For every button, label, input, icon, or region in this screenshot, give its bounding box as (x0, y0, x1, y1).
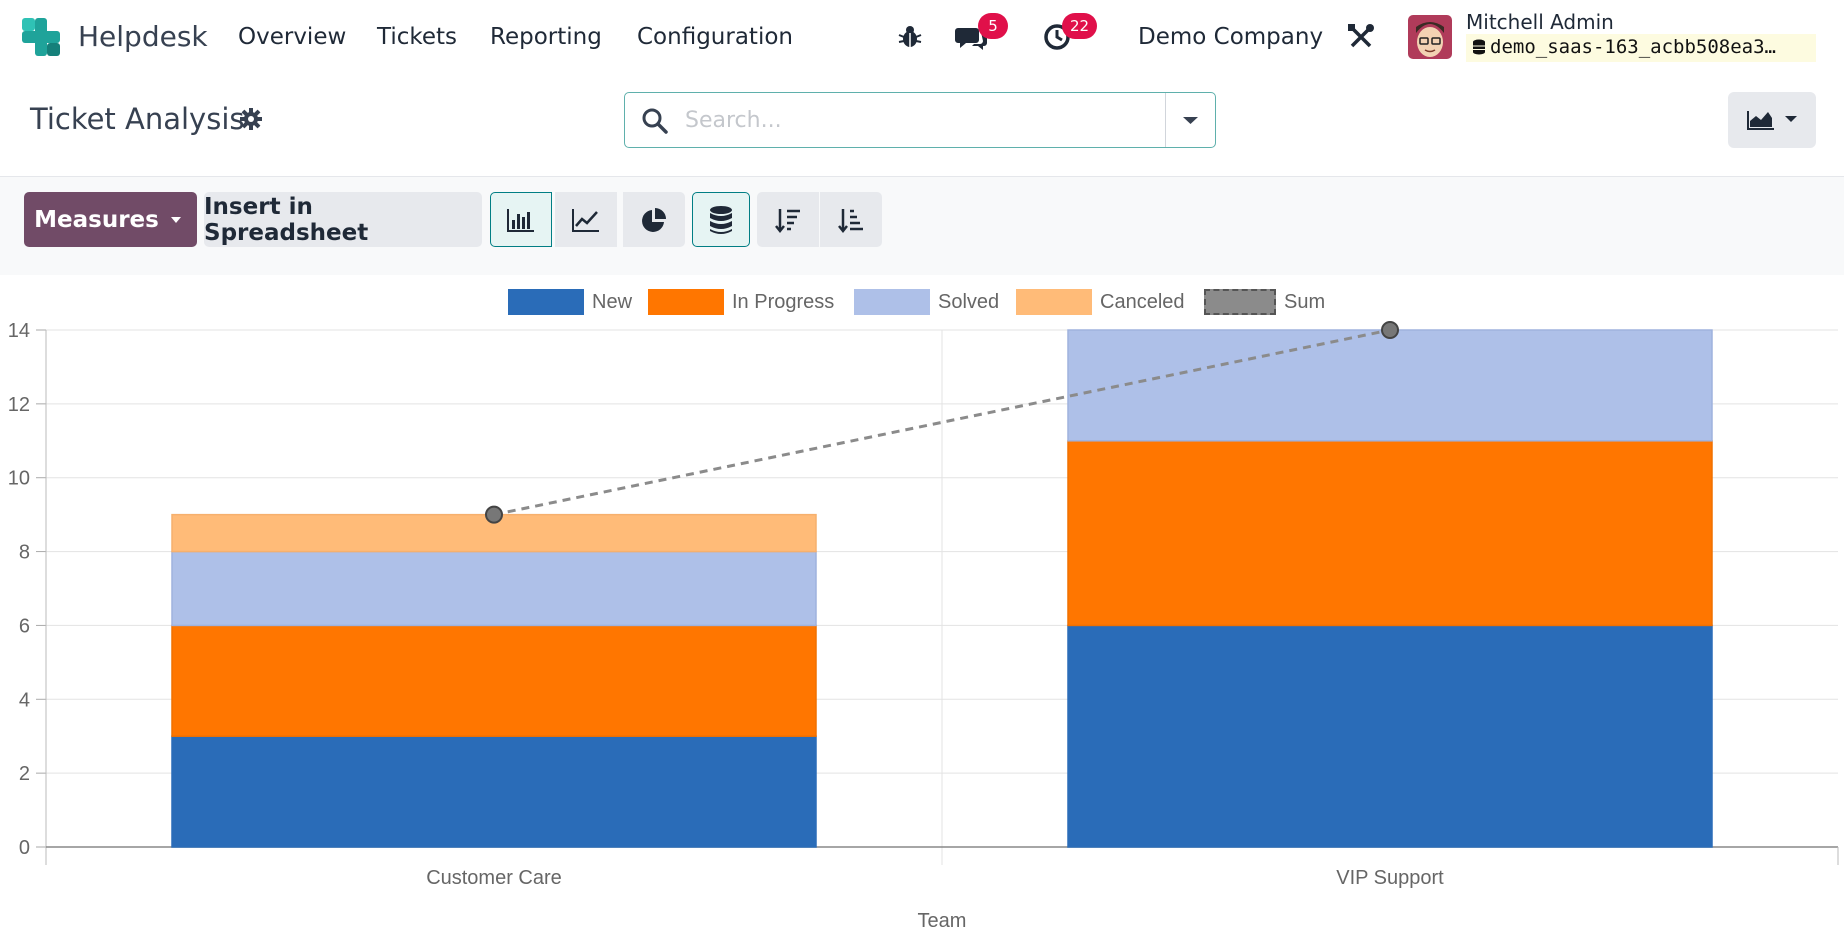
legend-item-canceled[interactable]: Canceled (1016, 289, 1185, 315)
sum-line (493, 328, 1391, 517)
bug-icon[interactable] (895, 22, 925, 52)
search-divider (1165, 93, 1166, 147)
insert-spreadsheet-button[interactable]: Insert in Spreadsheet (204, 192, 482, 247)
menu-reporting[interactable]: Reporting (490, 24, 602, 50)
legend-swatch-solved (854, 289, 930, 315)
y-tick-label: 10 (8, 468, 30, 490)
y-tick-label: 12 (8, 394, 30, 416)
messages-badge: 5 (978, 13, 1008, 39)
user-avatar[interactable] (1408, 15, 1452, 59)
x-axis-title: Team (918, 910, 967, 932)
menu-configuration[interactable]: Configuration (637, 24, 793, 50)
line-chart-icon (572, 208, 599, 232)
page-title: Ticket Analysis (30, 102, 245, 136)
menu-overview[interactable]: Overview (238, 24, 347, 50)
measures-label: Measures (34, 206, 159, 233)
database-chip[interactable]: demo_saas-163_acbb508ea3… (1466, 34, 1816, 62)
caret-down-icon (170, 216, 181, 223)
bar-in-progress (171, 624, 817, 737)
sort-ascending-icon (838, 208, 863, 233)
line-chart-toggle[interactable] (555, 192, 617, 247)
company-switcher[interactable]: Demo Company (1138, 24, 1324, 50)
bar-solved (1067, 329, 1713, 442)
user-name[interactable]: Mitchell Admin (1466, 10, 1614, 34)
caret-down-icon (1183, 117, 1198, 124)
legend-item-sum[interactable]: Sum (1204, 289, 1325, 315)
legend-swatch-canceled (1016, 289, 1092, 315)
search-bar (624, 92, 1216, 148)
legend-label-solved: Solved (938, 290, 1000, 313)
database-name: demo_saas-163_acbb508ea3… (1490, 36, 1776, 58)
legend-label-new: New (592, 290, 633, 313)
legend-swatch-sum (1204, 289, 1276, 315)
pie-chart-icon (642, 207, 666, 232)
legend-item-in-progress[interactable]: In Progress (648, 289, 834, 315)
bar-solved (171, 550, 817, 627)
helpdesk-logo-icon[interactable] (22, 18, 60, 56)
legend-item-new[interactable]: New (508, 289, 632, 315)
x-tick-label: VIP Support (1336, 867, 1444, 889)
legend-item-solved[interactable]: Solved (854, 289, 999, 315)
y-tick-label: 6 (19, 615, 30, 637)
app-name[interactable]: Helpdesk (78, 20, 208, 53)
bar-in-progress (1067, 440, 1713, 627)
legend-swatch-in-progress (648, 289, 724, 315)
database-icon (1473, 39, 1485, 55)
tools-icon[interactable] (1346, 22, 1376, 52)
y-tick-label: 8 (19, 542, 30, 564)
pie-chart-toggle[interactable] (623, 192, 685, 247)
menu-tickets[interactable]: Tickets (377, 24, 458, 50)
search-options-toggle[interactable] (1166, 93, 1215, 147)
legend-label-sum: Sum (1284, 290, 1326, 313)
y-tick-label: 2 (19, 763, 30, 785)
search-input[interactable] (685, 103, 1185, 137)
y-tick-label: 4 (19, 689, 30, 711)
sort-descending-icon (775, 208, 800, 233)
search-icon (642, 108, 668, 134)
stacked-toggle[interactable] (692, 192, 750, 247)
bar-chart-toggle[interactable] (490, 192, 552, 247)
y-tick-label: 14 (8, 320, 30, 342)
y-tick-label: 0 (19, 837, 30, 859)
database-stack-icon (710, 205, 732, 234)
legend-label-in-progress: In Progress (732, 290, 835, 313)
activities-badge: 22 (1062, 13, 1098, 39)
bar-new (171, 735, 817, 848)
legend-label-canceled: Canceled (1100, 290, 1185, 313)
top-navbar: Helpdesk Overview Tickets Reporting Conf… (0, 0, 1844, 74)
sort-ascending-button[interactable] (820, 192, 882, 247)
bar-new (1067, 624, 1713, 848)
sum-point (485, 505, 503, 524)
view-switcher-button[interactable] (1728, 92, 1816, 148)
sum-point (1381, 321, 1399, 339)
legend-swatch-new (508, 289, 584, 315)
x-tick-label: Customer Care (426, 867, 562, 889)
ticket-analysis-chart: 0 2 4 6 8 10 12 14 Customer Care VIP Support Team (8, 320, 1839, 932)
sort-descending-button[interactable] (757, 192, 819, 247)
area-chart-icon (1747, 111, 1797, 130)
bar-chart-icon (507, 208, 534, 232)
measures-button[interactable]: Measures (24, 192, 197, 247)
gear-icon[interactable] (240, 108, 262, 130)
